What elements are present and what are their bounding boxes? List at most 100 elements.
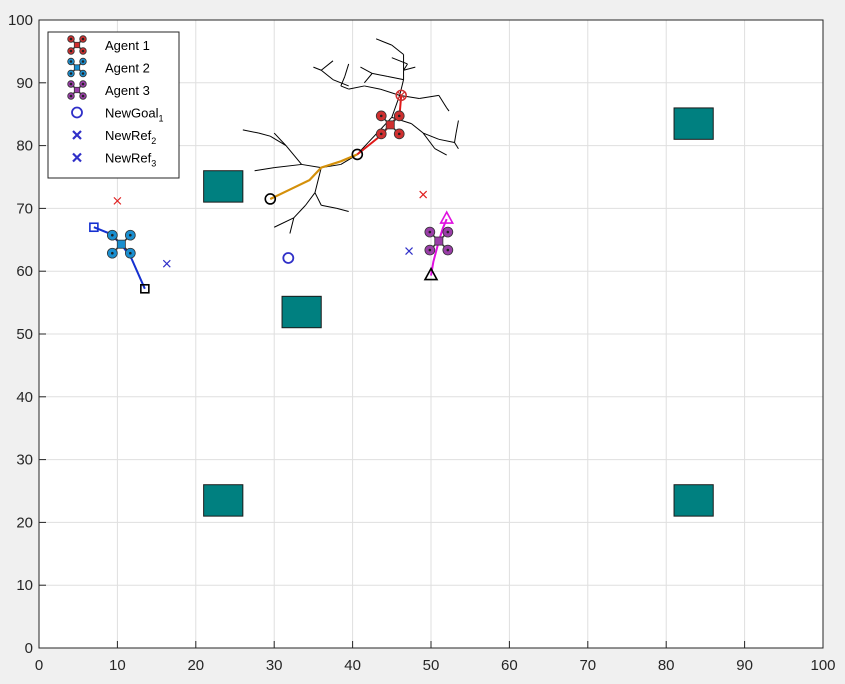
obstacle (203, 484, 244, 517)
new-ref-2-marker (162, 259, 171, 268)
agents (106, 110, 454, 259)
tree-edge (344, 63, 350, 77)
legend-x-icon (72, 152, 82, 163)
tree-edge (305, 192, 316, 206)
obstacles (203, 107, 714, 517)
legend-label: Agent 1 (105, 38, 150, 53)
path-node (351, 148, 364, 161)
legend-label-main: NewGoal (105, 106, 159, 121)
drone-hub (129, 251, 132, 255)
legend-box (47, 31, 180, 179)
agent-drone (106, 229, 136, 259)
obstacle (203, 170, 244, 203)
tree-edge (438, 95, 448, 109)
new-ref-2-marker-stroke (162, 259, 171, 268)
drone-hub (397, 132, 401, 136)
tree-edge (254, 167, 275, 172)
drone-hub (129, 233, 132, 237)
x-tick-label: 100 (810, 657, 835, 674)
tree-edge (411, 123, 424, 134)
x-tick-label: 80 (658, 657, 675, 674)
drone-hub (397, 114, 401, 118)
drone-hub (81, 37, 85, 41)
drone-hub (379, 132, 383, 136)
tree-edge (301, 163, 322, 169)
tree-edge (273, 132, 287, 146)
legend-drone-icon (67, 80, 87, 100)
tree-edge (321, 204, 338, 209)
tree-edge (332, 79, 349, 87)
obstacle (673, 484, 714, 517)
x-tick-label: 0 (35, 657, 43, 674)
legend-label-main: NewRef (105, 151, 152, 166)
legend-label: Agent 3 (105, 83, 150, 98)
tree-edge (403, 66, 416, 71)
tree-edge (348, 85, 365, 90)
legend-item: NewGoal1 (71, 106, 163, 124)
new-goal-marker (282, 252, 295, 264)
path-node (264, 193, 277, 205)
reference-marker (419, 190, 428, 199)
legend-label-main: Agent 3 (105, 83, 150, 98)
start-marker (395, 89, 407, 102)
tree-edge (422, 132, 436, 150)
end-marker (423, 266, 439, 281)
tree-edge (422, 132, 440, 140)
drone-body (73, 64, 81, 71)
drone-hub (81, 60, 85, 63)
drone-hub (379, 114, 383, 118)
drone-hub (81, 82, 85, 86)
reference-marker-stroke (419, 190, 428, 199)
tree-edge (434, 148, 447, 156)
y-tick-label: 40 (16, 389, 33, 406)
y-axis-ticks: 0 10 20 30 40 50 60 70 80 90 100 (8, 12, 46, 657)
reference-marker (405, 247, 413, 256)
markers (89, 89, 455, 294)
drone-hub (69, 60, 73, 63)
x-tick-label: 10 (109, 657, 126, 674)
x-tick-label: 30 (266, 657, 283, 674)
tree-edge (375, 38, 392, 46)
agent-drone (424, 226, 454, 256)
legend-label-main: Agent 1 (105, 38, 150, 53)
tree-edge (273, 217, 295, 228)
tree-edge (372, 72, 388, 78)
start-marker-cross (397, 91, 406, 100)
start-marker (439, 210, 455, 224)
obstacle (673, 107, 714, 140)
drone-hub (446, 248, 450, 252)
drone-hub (428, 230, 432, 234)
legend-item: Agent 2 (67, 57, 150, 78)
legend-item: NewRef2 (72, 128, 156, 146)
legend-label-subscript: 3 (151, 159, 156, 169)
y-tick-label: 80 (16, 138, 33, 155)
y-tick-label: 20 (16, 514, 33, 531)
y-tick-label: 60 (16, 263, 33, 280)
legend-label-main: NewRef (105, 128, 152, 143)
tree-edge (336, 207, 349, 213)
y-tick-label: 30 (16, 452, 33, 469)
reference-marker (113, 196, 122, 205)
tree-edge (340, 85, 349, 90)
legend-x-icon (72, 130, 82, 140)
drone-hub (111, 251, 114, 255)
legend-item: NewRef3 (72, 151, 156, 169)
tree-edge (387, 76, 404, 81)
agent-drone (375, 110, 405, 140)
tree-edge (363, 73, 373, 84)
drone-hub (69, 49, 73, 53)
y-tick-label: 0 (25, 640, 33, 657)
start-marker (89, 222, 99, 233)
legend-circle-icon (71, 106, 83, 119)
tree-edge (320, 69, 334, 81)
tree-edge (242, 129, 259, 134)
drone-hub (428, 248, 432, 252)
tree-edge (454, 142, 459, 150)
drone-hub (81, 72, 85, 75)
tree-edge (360, 66, 373, 74)
y-tick-label: 100 (8, 12, 33, 29)
tree-edge (314, 167, 322, 193)
tree-edge (399, 94, 420, 99)
x-tick-label: 40 (344, 657, 361, 674)
drone-hub (111, 233, 114, 237)
